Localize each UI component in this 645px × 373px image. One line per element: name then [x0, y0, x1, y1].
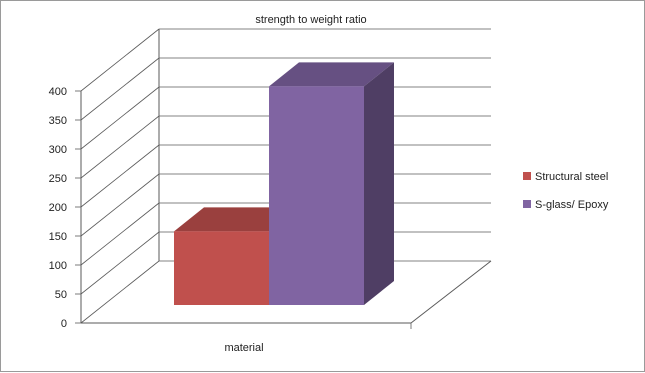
legend-label: Structural steel: [535, 171, 608, 183]
y-tick-labels: 0 50 100 150 200 250 300 350 400: [49, 86, 67, 330]
chart-axes: [75, 29, 492, 329]
legend-item: S-glass/ Epoxy: [523, 199, 609, 211]
bar-front: [174, 231, 269, 305]
bar-top: [174, 207, 299, 232]
gridline-diagonal: [80, 115, 160, 179]
category-labels: material: [224, 342, 263, 354]
gridline-diagonal: [80, 260, 160, 324]
y-tick-label: 250: [49, 173, 67, 185]
y-tick-label: 300: [49, 144, 67, 156]
bar-s-glass-epoxy: [269, 62, 394, 306]
category-label: material: [224, 342, 263, 354]
y-tick-label: 350: [49, 115, 67, 127]
legend-label: S-glass/ Epoxy: [535, 199, 609, 211]
gridline-diagonal: [80, 202, 160, 266]
y-tick-label: 0: [61, 318, 67, 330]
legend-swatch: [523, 172, 531, 180]
gridline-diagonal: [80, 28, 160, 92]
gridline-diagonal: [80, 231, 160, 295]
y-tick-label: 100: [49, 260, 67, 272]
bar-top: [269, 62, 394, 87]
y-tick-label: 200: [49, 202, 67, 214]
y-tick-label: 50: [55, 289, 67, 301]
chart-legend: Structural steel S-glass/ Epoxy: [523, 171, 609, 211]
bar-front: [269, 86, 364, 305]
y-tick-label: 150: [49, 231, 67, 243]
chart-bars: [174, 62, 394, 306]
y-tick-label: 400: [49, 86, 67, 98]
bar-side: [364, 62, 394, 306]
gridline-diagonal: [80, 86, 160, 150]
legend-item: Structural steel: [523, 171, 608, 183]
gridline-diagonal: [80, 57, 160, 121]
chart-title: strength to weight ratio: [255, 14, 366, 26]
gridline-diagonal: [80, 173, 160, 237]
gridline-diagonal: [80, 144, 160, 208]
legend-swatch: [523, 200, 531, 208]
floor-right-edge: [410, 260, 492, 324]
